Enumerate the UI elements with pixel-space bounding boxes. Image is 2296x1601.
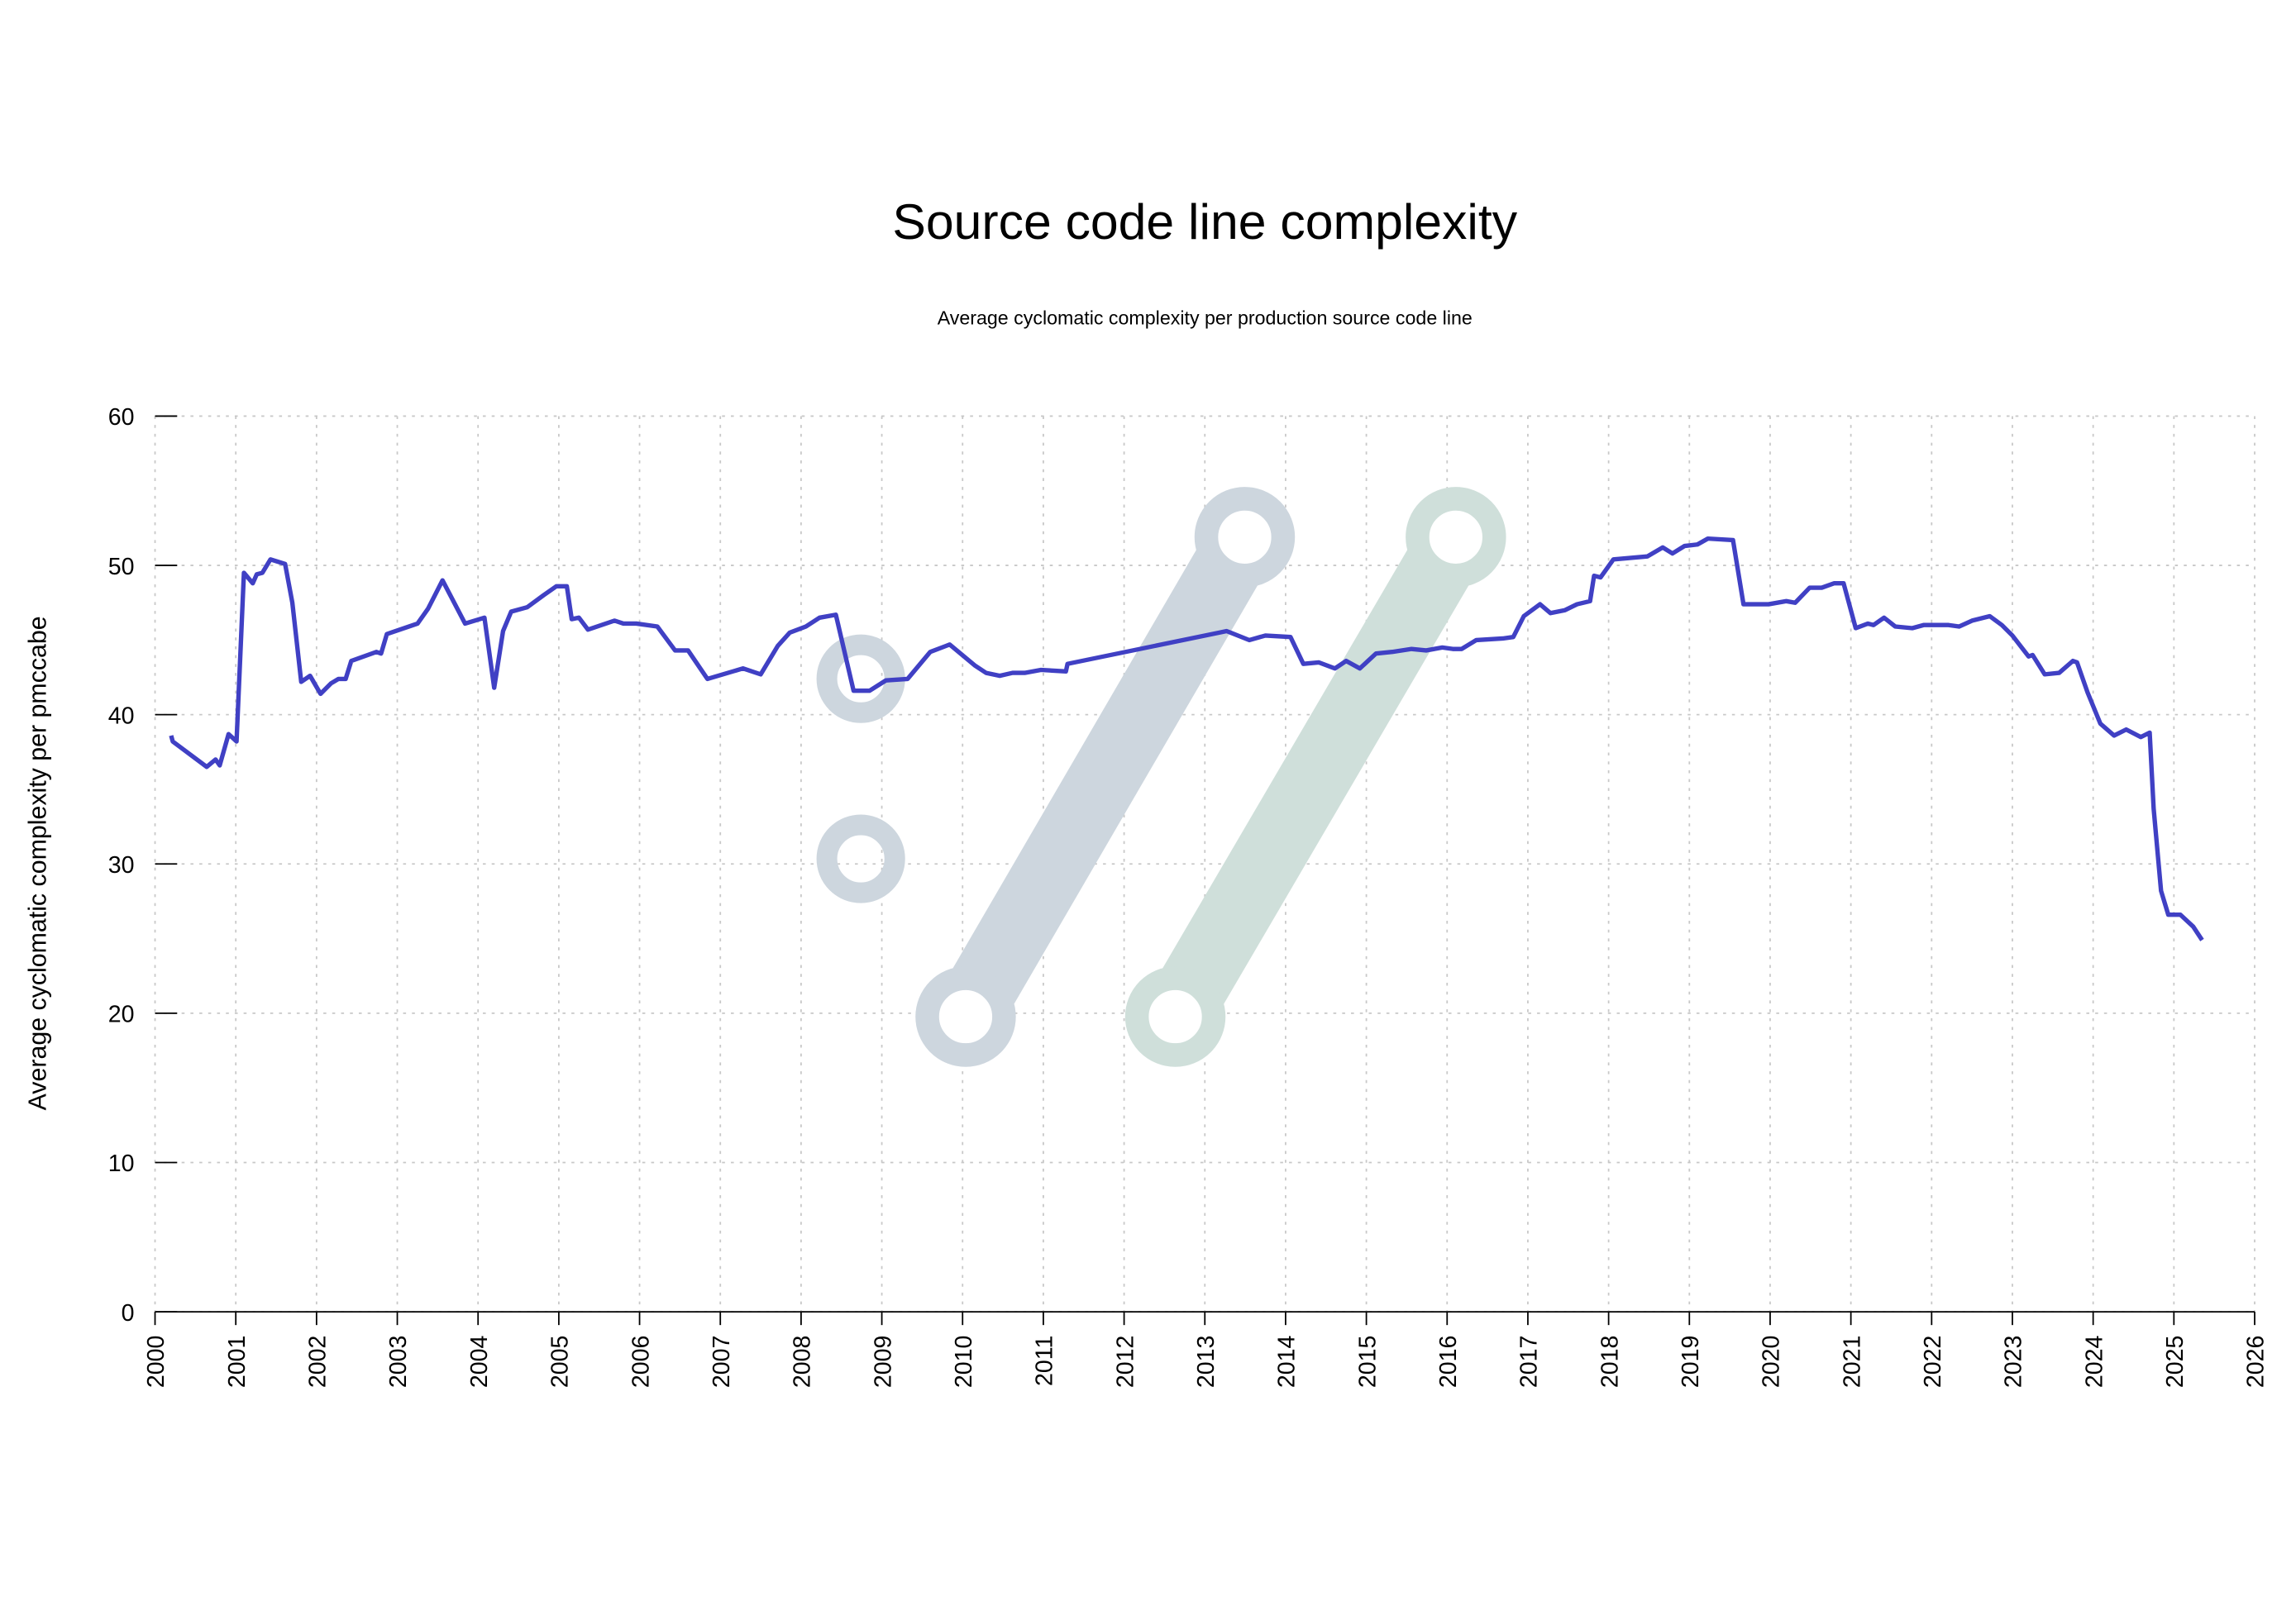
y-tick-label: 30 xyxy=(108,852,135,879)
logo-watermark xyxy=(816,487,1506,1067)
grid xyxy=(154,415,2255,1313)
x-tick-label: 2007 xyxy=(709,1336,735,1389)
x-tick-label: 2001 xyxy=(224,1336,251,1389)
y-tick-label: 0 xyxy=(122,1300,135,1327)
x-tick-label: 2021 xyxy=(1839,1336,1865,1389)
y-tick-label: 10 xyxy=(108,1151,135,1177)
y-tick-label: 60 xyxy=(108,404,135,431)
logo-bar-gray-end-bottom xyxy=(915,966,1016,1067)
y-axis-label: Average cyclomatic complexity per pmccab… xyxy=(24,616,51,1110)
x-tick-label: 2002 xyxy=(305,1336,332,1389)
x-tick-label: 2011 xyxy=(1032,1336,1058,1386)
x-tick-label: 2024 xyxy=(2081,1336,2107,1389)
x-tick-label: 2018 xyxy=(1597,1336,1623,1389)
x-tick-label: 2025 xyxy=(2162,1336,2189,1389)
logo-bar-gray xyxy=(934,519,1276,1035)
x-tick-label: 2006 xyxy=(628,1336,654,1389)
x-tick-label: 2010 xyxy=(951,1336,977,1389)
x-tick-label: 2019 xyxy=(1678,1336,1704,1389)
x-tick-label: 2016 xyxy=(1435,1336,1462,1389)
x-tick-label: 2023 xyxy=(2001,1336,2027,1389)
x-tick-label: 2012 xyxy=(1112,1336,1138,1389)
logo-bar-gray-end-top xyxy=(1194,487,1296,588)
x-tick-label: 2015 xyxy=(1354,1336,1381,1389)
x-tick-label: 2004 xyxy=(466,1336,493,1389)
x-tick-label: 2000 xyxy=(143,1336,169,1389)
y-tick-label: 50 xyxy=(108,554,135,580)
series-line-complexity xyxy=(169,536,2204,941)
y-tick-label: 40 xyxy=(108,703,135,729)
logo-bar-green-end-top xyxy=(1406,487,1506,588)
y-tick-label: 20 xyxy=(108,1002,135,1028)
logo-bar-green-end-bottom xyxy=(1124,966,1226,1067)
x-tick-label: 2009 xyxy=(870,1336,896,1389)
chart-title: Source code line complexity xyxy=(892,193,1517,250)
x-tick-label: 2014 xyxy=(1274,1336,1301,1389)
x-tick-label: 2022 xyxy=(1920,1336,1946,1389)
x-tick-label: 2005 xyxy=(547,1336,574,1389)
x-tick-label: 2003 xyxy=(385,1336,412,1389)
x-tick-label: 2013 xyxy=(1193,1336,1220,1389)
x-tick-label: 2020 xyxy=(1759,1336,1785,1389)
axes: 0 10 20 30 40 50 60 2000 2001 2002 2003 2004 2005 200… xyxy=(108,404,2270,1388)
x-tick-label: 2017 xyxy=(1516,1336,1543,1389)
x-tick-label: 2008 xyxy=(790,1336,816,1389)
logo-bar-green xyxy=(1144,519,1487,1035)
chart-subtitle: Average cyclomatic complexity per produc… xyxy=(938,307,1473,329)
logo-ring-bottom xyxy=(816,814,905,903)
x-tick-label: 2026 xyxy=(2243,1336,2270,1389)
